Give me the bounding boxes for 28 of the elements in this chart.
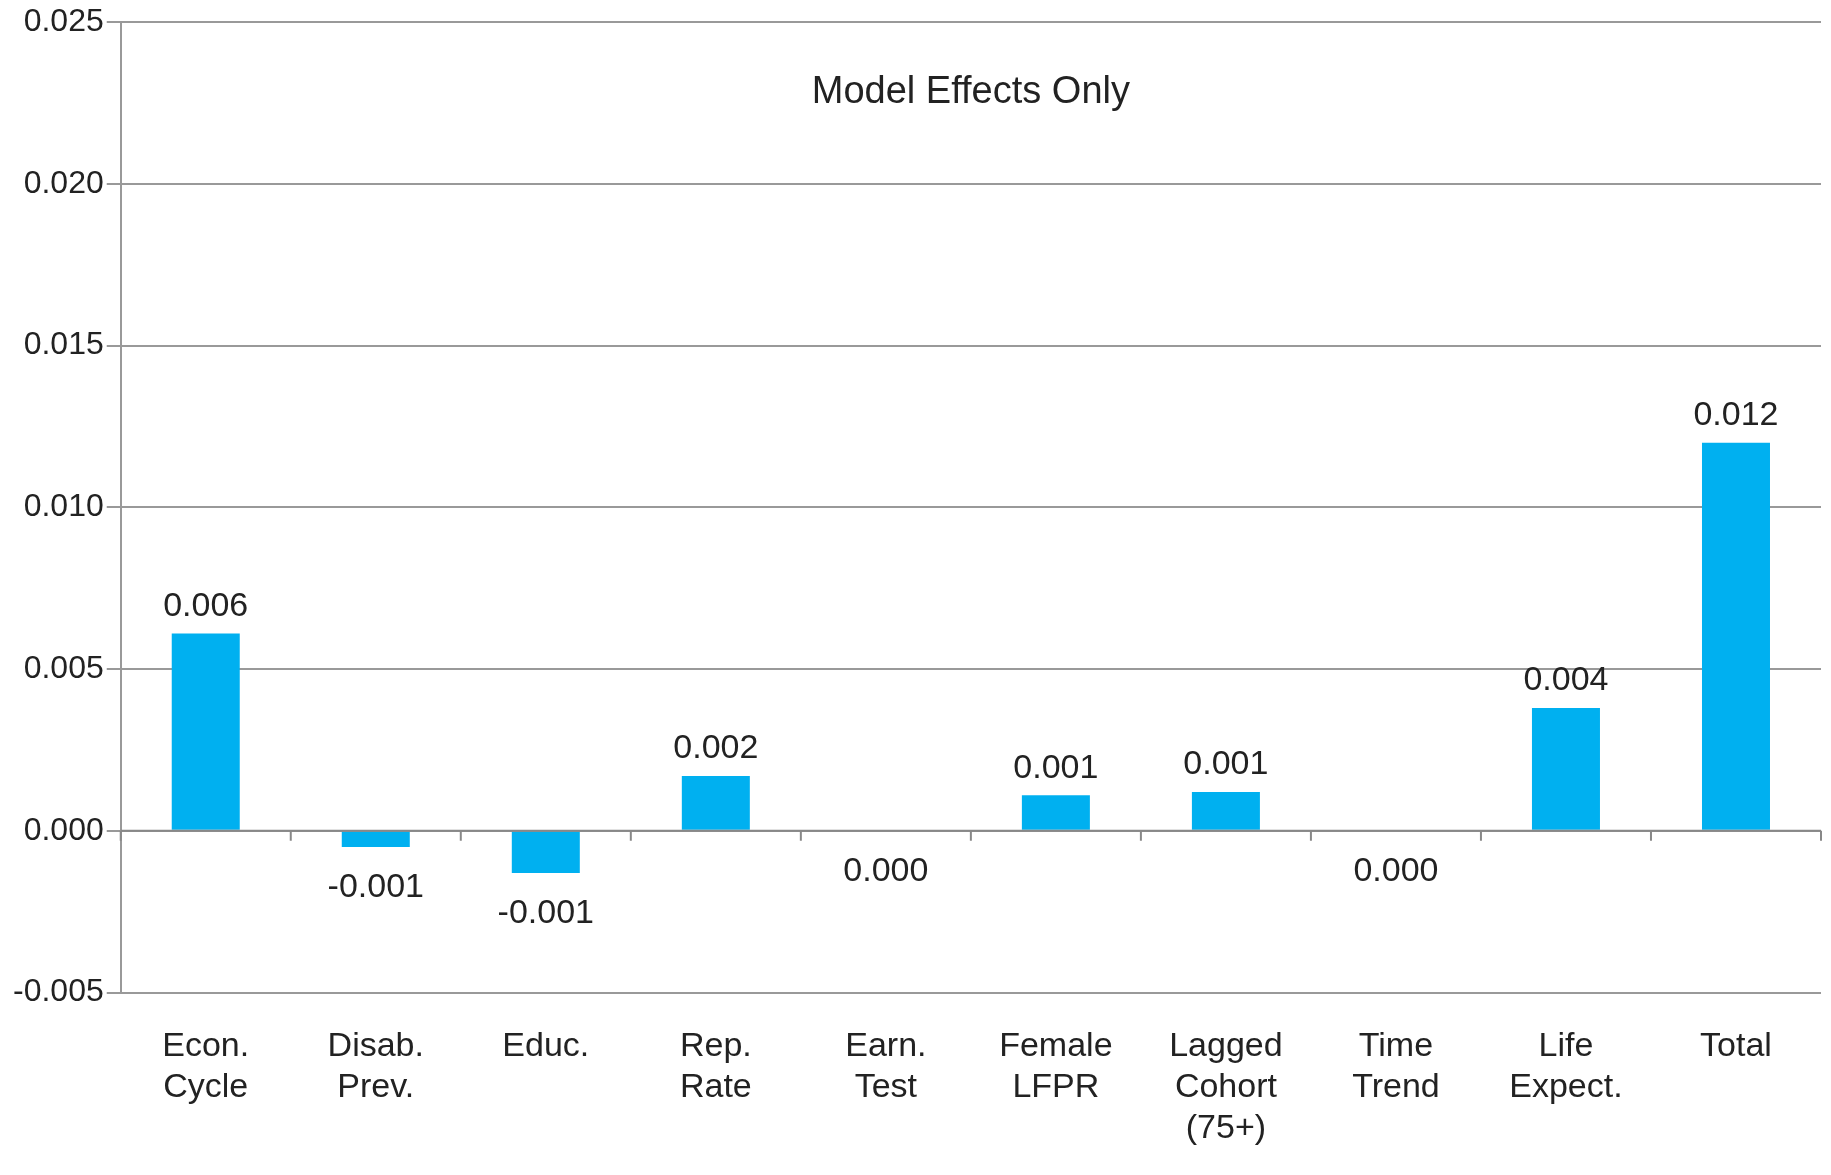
text: 0.005 (23, 648, 104, 685)
x-tick-label: Time Trend (1352, 1025, 1440, 1105)
data-label: 0.006 (163, 584, 249, 623)
text: -0.005 (13, 972, 104, 1009)
data-label: 0.002 (673, 727, 759, 766)
x-tick-label: Earn. Test (845, 1025, 927, 1105)
text: 0.025 (23, 2, 104, 39)
data-label: 0.000 (1353, 850, 1439, 889)
data-label: 0.001 (1013, 746, 1099, 785)
x-tick-label: Life Expect. (1509, 1025, 1623, 1105)
data-label: -0.001 (327, 866, 424, 905)
data-label: 0.004 (1523, 659, 1609, 698)
x-tick-label: Rep. Rate (679, 1025, 752, 1105)
x-tick-label: Econ. Cycle (162, 1025, 250, 1105)
text: Model Effects Only (811, 68, 1130, 111)
data-label: 0.012 (1693, 394, 1779, 433)
text: 0.020 (23, 163, 104, 200)
x-tick-label: Disab. Prev. (327, 1025, 424, 1105)
x-tick-label: Female LFPR (999, 1025, 1113, 1105)
text: 0.010 (23, 487, 104, 524)
x-tick-label: Total (1700, 1025, 1772, 1064)
x-tick-label: Educ. (502, 1025, 590, 1064)
data-label: -0.001 (497, 892, 594, 931)
x-tick-label: Lagged Cohort (75+) (1169, 1025, 1283, 1145)
data-label: 0.001 (1183, 743, 1269, 782)
data-label: 0.000 (843, 850, 929, 889)
text: 0.000 (23, 810, 104, 847)
text: 0.015 (23, 325, 104, 362)
